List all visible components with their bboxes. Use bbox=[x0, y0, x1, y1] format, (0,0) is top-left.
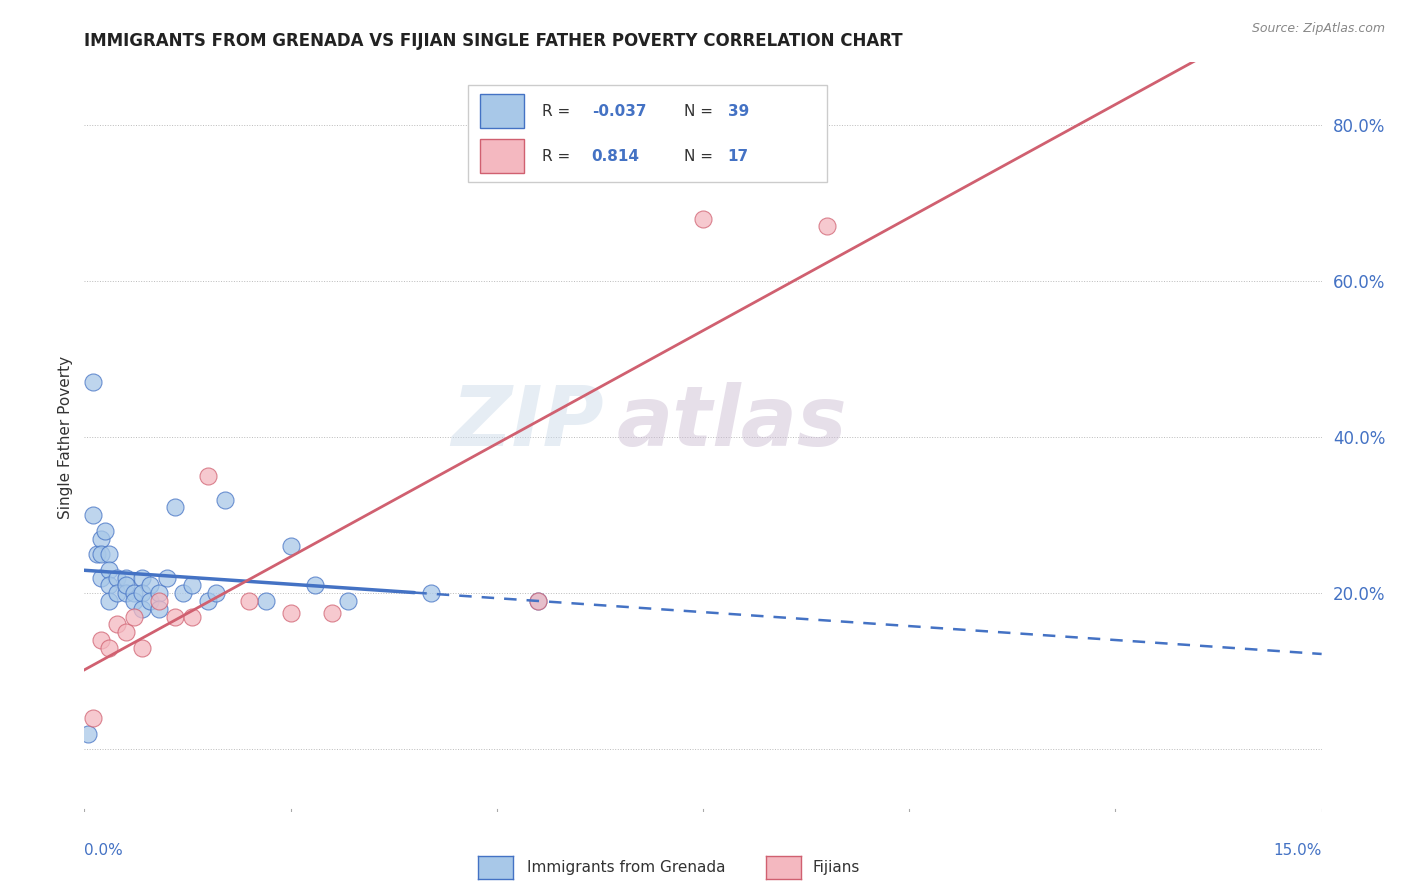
Point bbox=[197, 469, 219, 483]
Text: 15.0%: 15.0% bbox=[1274, 843, 1322, 858]
Point bbox=[131, 586, 153, 600]
Point bbox=[304, 578, 326, 592]
Point bbox=[139, 578, 162, 592]
FancyBboxPatch shape bbox=[468, 85, 827, 182]
Point bbox=[86, 547, 108, 561]
Point bbox=[122, 594, 145, 608]
Point bbox=[114, 586, 136, 600]
Point bbox=[122, 609, 145, 624]
Point bbox=[98, 640, 121, 655]
Text: N =: N = bbox=[685, 149, 718, 163]
Point bbox=[131, 602, 153, 616]
Point bbox=[214, 492, 236, 507]
Point bbox=[197, 594, 219, 608]
Point bbox=[131, 571, 153, 585]
Text: ZIP: ZIP bbox=[451, 382, 605, 463]
Point bbox=[90, 633, 112, 648]
Text: 0.814: 0.814 bbox=[592, 149, 640, 163]
Point bbox=[527, 594, 550, 608]
Point bbox=[77, 726, 100, 740]
Text: 0.0%: 0.0% bbox=[84, 843, 124, 858]
Text: Source: ZipAtlas.com: Source: ZipAtlas.com bbox=[1251, 22, 1385, 36]
Point bbox=[105, 586, 128, 600]
Point bbox=[172, 586, 194, 600]
Text: N =: N = bbox=[685, 103, 718, 119]
FancyBboxPatch shape bbox=[481, 95, 523, 128]
Text: R =: R = bbox=[543, 149, 575, 163]
Point bbox=[90, 547, 112, 561]
Text: atlas: atlas bbox=[616, 382, 846, 463]
Point bbox=[148, 586, 170, 600]
Point bbox=[165, 500, 187, 515]
Point bbox=[82, 508, 104, 523]
Point bbox=[180, 578, 202, 592]
Text: 17: 17 bbox=[728, 149, 749, 163]
Point bbox=[205, 586, 228, 600]
Point bbox=[337, 594, 360, 608]
Point bbox=[156, 571, 179, 585]
Point bbox=[692, 211, 714, 226]
Point bbox=[280, 606, 302, 620]
Point bbox=[114, 578, 136, 592]
Point bbox=[238, 594, 260, 608]
Text: Immigrants from Grenada: Immigrants from Grenada bbox=[527, 860, 725, 874]
Point bbox=[254, 594, 277, 608]
Point bbox=[148, 594, 170, 608]
Point bbox=[98, 578, 121, 592]
Point bbox=[105, 571, 128, 585]
Point bbox=[527, 594, 550, 608]
Point bbox=[114, 571, 136, 585]
Point bbox=[165, 609, 187, 624]
Point bbox=[280, 539, 302, 553]
Text: IMMIGRANTS FROM GRENADA VS FIJIAN SINGLE FATHER POVERTY CORRELATION CHART: IMMIGRANTS FROM GRENADA VS FIJIAN SINGLE… bbox=[84, 32, 903, 50]
Point bbox=[98, 547, 121, 561]
Point bbox=[180, 609, 202, 624]
Point bbox=[139, 594, 162, 608]
Point bbox=[419, 586, 441, 600]
Point bbox=[815, 219, 838, 234]
Point bbox=[82, 711, 104, 725]
Point bbox=[148, 602, 170, 616]
Point bbox=[90, 571, 112, 585]
Point bbox=[105, 617, 128, 632]
Point bbox=[114, 625, 136, 640]
Y-axis label: Single Father Poverty: Single Father Poverty bbox=[58, 356, 73, 518]
Point bbox=[321, 606, 343, 620]
Point bbox=[82, 376, 104, 390]
Point bbox=[90, 532, 112, 546]
Text: 39: 39 bbox=[728, 103, 749, 119]
Point bbox=[122, 586, 145, 600]
Text: R =: R = bbox=[543, 103, 575, 119]
Point bbox=[94, 524, 117, 538]
Text: Fijians: Fijians bbox=[813, 860, 860, 874]
Text: -0.037: -0.037 bbox=[592, 103, 647, 119]
Point bbox=[131, 640, 153, 655]
Point bbox=[98, 594, 121, 608]
Point bbox=[98, 563, 121, 577]
FancyBboxPatch shape bbox=[481, 139, 523, 173]
